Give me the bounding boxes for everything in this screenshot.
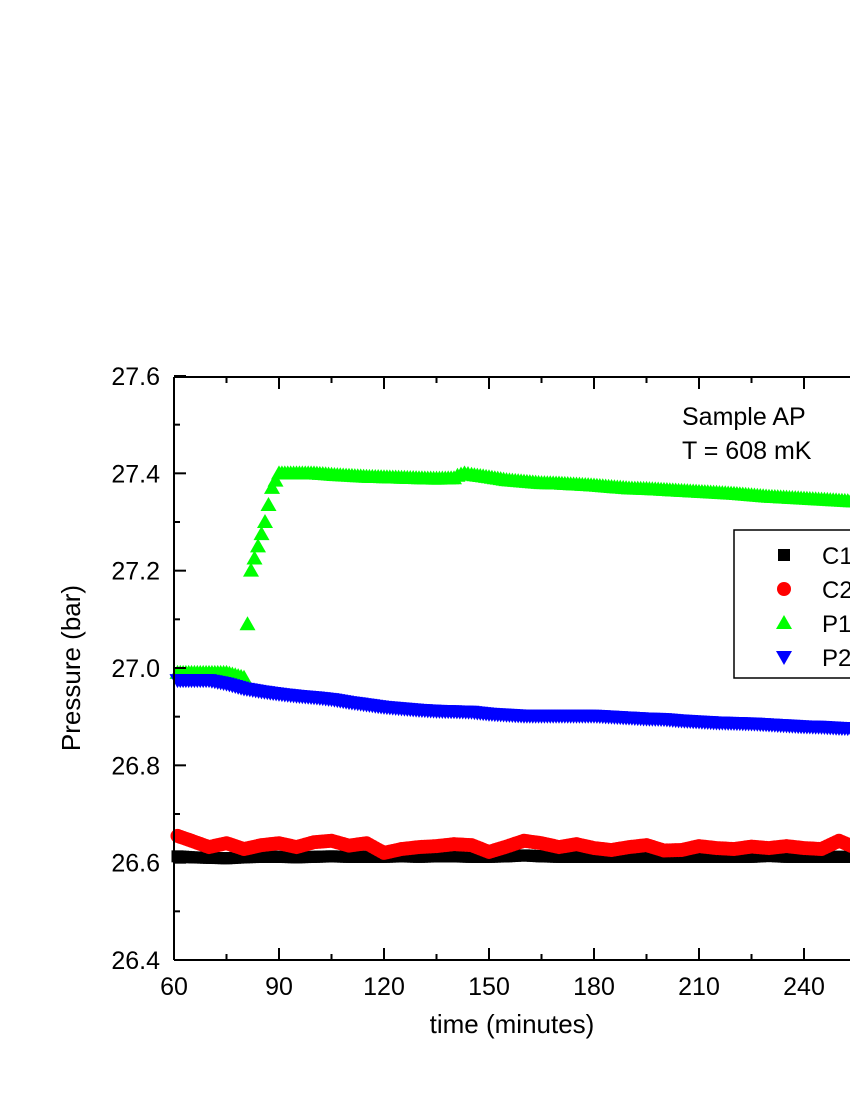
data-layer: [169, 465, 850, 865]
x-tick-label: 60: [160, 973, 188, 1001]
legend-label-C2: C2: [822, 577, 850, 604]
ticks-layer: 60 90 120 150 180 210 240 26.4 26.6 26.8 27.0 27.2 2…: [111, 363, 825, 1001]
legend: C1 C2 P1 P2: [733, 529, 850, 679]
data-point-P1: [253, 526, 270, 541]
data-point-P1: [267, 472, 284, 487]
data-point-P1: [246, 550, 263, 565]
data-point-C2: [846, 840, 850, 853]
y-tick-label: 27.4: [111, 460, 160, 488]
annotation-temperature: T = 608 mK: [682, 437, 812, 465]
x-tick-label: 120: [363, 973, 405, 1001]
y-tick-label: 27.0: [111, 655, 160, 683]
data-point-P1: [250, 538, 266, 553]
series-C2: [170, 828, 850, 860]
data-point-P1: [243, 562, 259, 577]
annotation-sample: Sample AP: [682, 403, 806, 431]
data-point-P1: [845, 499, 850, 508]
legend-marker-P2: [776, 651, 792, 665]
data-point-P1: [260, 496, 277, 511]
legend-box: [733, 529, 850, 679]
y-axis-label: Pressure (bar): [56, 585, 86, 751]
data-point-P1: [239, 616, 256, 631]
series-P1: [169, 465, 850, 684]
data-point-P2: [845, 722, 850, 730]
x-tick-label: 210: [678, 973, 720, 1001]
x-tick-label: 240: [783, 973, 825, 1001]
legend-label-P1: P1: [822, 611, 850, 638]
data-point-C1: [847, 850, 850, 863]
x-tick-label: 150: [468, 973, 510, 1001]
y-tick-label: 26.8: [111, 752, 160, 780]
legend-label-P2: P2: [822, 645, 850, 672]
legend-items: C1 C2 P1 P2: [776, 543, 850, 672]
y-tick-label: 27.6: [111, 363, 160, 391]
data-point-P1: [257, 513, 273, 528]
data-point-C1: [844, 850, 850, 863]
y-tick-label: 26.4: [111, 947, 160, 975]
legend-marker-C1: [778, 549, 790, 561]
legend-marker-P1: [776, 615, 792, 629]
y-tick-label: 27.2: [111, 558, 160, 586]
y-tick-label: 26.6: [111, 850, 160, 878]
data-point-P1: [264, 479, 280, 494]
legend-marker-C2: [777, 582, 791, 596]
legend-label-C1: C1: [822, 543, 850, 570]
x-tick-label: 90: [265, 973, 293, 1001]
x-axis-label: time (minutes): [430, 1009, 595, 1039]
x-tick-label: 180: [573, 973, 615, 1001]
series-P2: [169, 674, 850, 737]
